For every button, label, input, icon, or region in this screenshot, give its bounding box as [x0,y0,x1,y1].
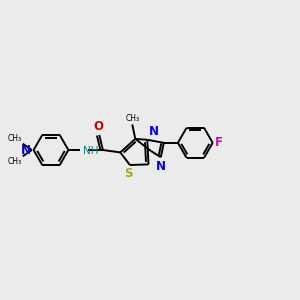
Text: N: N [21,143,31,157]
Text: S: S [124,167,133,180]
Text: F: F [215,136,223,149]
Text: N: N [156,160,166,173]
Text: O: O [93,120,103,133]
Text: CH₃: CH₃ [8,134,22,143]
Text: CH₃: CH₃ [8,157,22,166]
Text: CH₃: CH₃ [125,114,140,123]
Text: N: N [149,125,159,138]
Text: NH: NH [82,146,98,157]
